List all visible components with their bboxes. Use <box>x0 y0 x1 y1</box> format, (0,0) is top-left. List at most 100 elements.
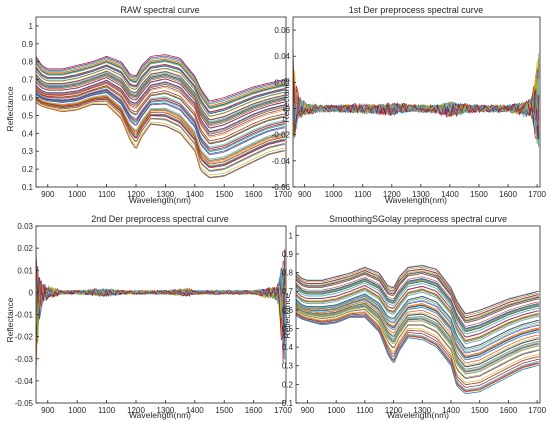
spectrum-line <box>36 95 285 162</box>
panel-smoothing-sgolay-axes-frame <box>295 225 541 404</box>
x-tick-label: 1700 <box>274 406 292 415</box>
spectrum-line <box>36 97 285 165</box>
x-tick-label: 1500 <box>215 406 233 415</box>
spectrum-line <box>36 70 285 120</box>
panel-smoothing-sgolay-ylabel: Reflectance <box>282 293 292 338</box>
spectrum-line <box>36 98 285 168</box>
x-tick-label: 1200 <box>127 406 145 415</box>
x-tick-label: 1000 <box>327 406 345 415</box>
spectrum-line <box>36 83 285 138</box>
panel-raw-plot-area: 900 1000 1100 1200 1300 1400 1500 1600 1700 0.1 0.… <box>22 16 293 199</box>
panel-first-derivative-series-group <box>293 49 540 147</box>
y-tick-label: 0.02 <box>17 244 33 253</box>
panel-smoothing-sgolay-xlabel: Wavelength(nm) <box>387 410 449 420</box>
spectrum-line <box>36 92 285 155</box>
spectrum-line <box>36 86 285 144</box>
spectrum-line <box>36 68 285 117</box>
spectrum-line <box>36 54 285 102</box>
spectrum-line <box>296 312 539 386</box>
x-tick-label: 1200 <box>385 406 403 415</box>
spectrum-line <box>36 55 285 103</box>
spectrum-line <box>36 73 285 125</box>
spectrum-line <box>296 271 539 322</box>
panel-smoothing-sgolay-title: SmoothingSGolay preprocess spectral curv… <box>329 214 507 224</box>
spectrum-line <box>36 102 285 179</box>
spectrum-line <box>296 290 539 345</box>
y-tick-label: -0.02 <box>15 333 34 342</box>
spectrum-line <box>296 293 539 349</box>
spectrum-line <box>36 75 285 127</box>
spectrum-line <box>296 285 539 338</box>
spectrum-line <box>296 315 539 394</box>
spectrum-line <box>296 295 539 353</box>
spectrum-line <box>296 270 539 320</box>
panel-raw-title: RAW spectral curve <box>120 5 199 15</box>
spectrum-line <box>36 80 285 134</box>
spectrum-line <box>36 90 285 151</box>
y-tick-label: 0.5 <box>282 324 294 333</box>
x-tick-label: 1100 <box>354 190 372 199</box>
spectrum-line <box>296 268 539 318</box>
spectrum-line <box>36 91 285 154</box>
y-tick-label: 0.3 <box>282 362 294 371</box>
x-tick-label: 900 <box>41 190 55 199</box>
panel-raw: RAW spectral curve Reflectance Wavelengt… <box>5 5 293 205</box>
spectrum-line <box>36 57 285 105</box>
spectrum-line <box>296 280 539 332</box>
x-tick-label: 1000 <box>68 406 86 415</box>
y-tick-label: 0.6 <box>22 94 34 103</box>
spectrum-line <box>296 314 539 392</box>
panel-smoothing-sgolay-series-group <box>296 264 539 394</box>
spectrum-line <box>36 85 285 142</box>
spectrum-line <box>36 79 285 132</box>
spectrum-line <box>36 61 285 110</box>
spectrum-line <box>36 89 285 150</box>
panel-raw-xlabel: Wavelength(nm) <box>129 195 191 205</box>
spectrum-line <box>296 299 539 360</box>
spectrum-line <box>296 273 539 324</box>
panel-raw-series-group <box>36 54 285 179</box>
y-tick-label: 0.5 <box>22 111 34 120</box>
x-tick-label: 1100 <box>98 406 116 415</box>
spectrum-line <box>296 282 539 335</box>
y-tick-label: 0.9 <box>282 250 294 259</box>
y-tick-label: 0.02 <box>274 78 290 87</box>
x-tick-label: 1600 <box>499 190 517 199</box>
y-tick-label: 0.7 <box>22 76 34 85</box>
x-tick-label: 1400 <box>186 190 204 199</box>
spectrum-line <box>36 82 285 137</box>
spectrum-line <box>36 60 285 109</box>
x-tick-label: 1600 <box>245 190 263 199</box>
spectrum-line <box>296 276 539 327</box>
x-tick-label: 1100 <box>356 406 374 415</box>
spectrum-line <box>296 302 539 366</box>
spectrum-line <box>36 60 285 108</box>
spectrum-line <box>296 278 539 329</box>
spectrum-line <box>296 312 539 388</box>
panel-second-derivative: 2nd Der preprocess spectral curve Reflec… <box>5 214 293 420</box>
y-tick-label: 0.1 <box>22 183 34 192</box>
panel-first-derivative-axes-frame <box>292 16 541 188</box>
y-tick-label: 0.06 <box>274 26 290 35</box>
spectrum-line <box>296 304 539 370</box>
y-tick-label: 0 <box>286 105 291 114</box>
x-tick-label: 900 <box>41 406 55 415</box>
spectrum-line <box>296 284 539 338</box>
spectrum-line <box>36 249 286 343</box>
panel-second-derivative-series-group <box>36 249 286 374</box>
spectrum-line <box>36 96 285 164</box>
spectrum-line <box>36 58 285 107</box>
spectrum-line <box>36 59 285 107</box>
y-tick-label: 0.01 <box>17 266 33 275</box>
x-tick-label: 900 <box>298 190 312 199</box>
spectrum-line <box>296 265 539 315</box>
panel-first-derivative-xlabel: Wavelength(nm) <box>385 195 447 205</box>
y-tick-label: -0.04 <box>15 377 34 386</box>
spectrum-line <box>36 64 285 113</box>
panel-raw-ylabel: Reflectance <box>5 86 15 131</box>
spectrum-line <box>296 280 539 331</box>
y-tick-label: 0.8 <box>282 269 294 278</box>
spectrum-line <box>36 101 285 176</box>
y-tick-label: 0.2 <box>22 165 34 174</box>
